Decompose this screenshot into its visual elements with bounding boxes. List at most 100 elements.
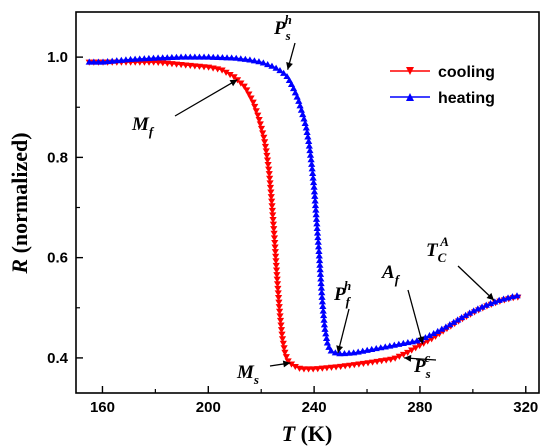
data-point-cooling [309,366,317,373]
data-point-heating [276,67,284,74]
data-point-heating [320,316,328,323]
data-point-heating [310,183,318,190]
data-point-heating [305,142,313,149]
data-point-heating [313,229,322,236]
data-point-heating [228,54,236,61]
data-point-cooling [273,272,281,279]
legend-marker-cooling [406,67,414,75]
data-point-heating [259,59,267,66]
data-point-cooling [276,313,284,320]
data-point-heating [513,292,521,299]
data-point-cooling [300,366,308,373]
data-point-heating [200,53,208,60]
data-point-cooling [267,194,275,201]
data-point-heating [317,275,325,282]
data-point-heating [470,307,478,314]
series-layer [85,53,522,373]
data-point-cooling [222,69,230,76]
data-point-heating [321,325,329,332]
data-point-cooling [412,345,420,352]
data-point-cooling [237,80,245,87]
data-point-heating [454,316,462,323]
data-point-heating [250,57,259,64]
annotation-label: Ms [236,362,259,387]
annotation-label: Mf [131,114,155,139]
data-point-heating [177,53,185,60]
data-point-heating [307,156,315,163]
data-point-cooling [355,361,363,368]
data-point-cooling [346,362,354,369]
data-point-heating [318,289,326,296]
data-point-heating [311,192,319,199]
data-point-cooling [278,336,287,343]
data-point-heating [94,58,103,65]
x-tick-label: 160 [90,399,115,416]
data-point-heating [316,270,325,277]
data-point-cooling [271,244,279,251]
annotation-arrowhead [286,61,293,70]
annotation-arrowhead [229,79,238,87]
data-point-cooling [368,359,377,366]
legend-label-cooling: cooling [438,64,495,81]
data-point-heating [319,302,327,310]
data-point-heating [450,318,458,325]
data-point-heating [320,312,328,319]
data-point-heating [317,279,325,287]
data-point-cooling [274,285,282,292]
x-axis-label: T (K) [282,421,333,446]
data-point-heating [300,115,308,122]
data-point-cooling [282,354,290,361]
data-point-heating [486,299,495,307]
data-point-cooling [266,184,275,192]
annotation-Psc: Psc [404,350,437,381]
y-tick-label: 0.4 [47,350,69,367]
data-point-heating [268,62,276,69]
data-point-cooling [269,212,277,219]
annotation-Pfh: Pfh [333,278,352,354]
data-point-cooling [391,355,399,362]
data-point-cooling [247,95,255,102]
data-point-cooling [266,180,274,187]
data-point-heating [318,298,327,305]
data-point-heating [272,64,280,71]
data-point-heating [434,327,442,334]
data-point-cooling [267,189,275,196]
data-point-heating [306,147,314,154]
data-point-cooling [256,121,264,128]
data-point-heating [316,257,324,264]
x-tick-label: 280 [407,399,432,416]
data-point-cooling [275,299,283,306]
data-point-cooling [350,362,358,369]
data-point-heating [191,53,199,60]
data-point-cooling [273,281,282,288]
data-point-heating [491,298,499,305]
data-point-heating [312,206,320,213]
annotation-arrow [174,79,238,117]
data-point-heating [313,224,321,232]
data-point-heating [474,305,482,312]
annotation-Mf: Mf [131,79,238,139]
data-point-cooling [272,262,280,270]
data-point-cooling [337,363,345,371]
annotation-label: Af [381,262,401,287]
data-point-heating [306,151,315,158]
data-point-cooling [276,317,285,325]
data-point-cooling [275,304,283,311]
data-point-cooling [341,363,349,370]
legend-marker-heating [406,93,414,101]
data-point-heating [313,220,321,227]
data-point-cooling [249,99,257,106]
data-point-heating [285,76,293,83]
data-point-heating [299,111,307,118]
data-point-heating [283,72,291,80]
data-point-cooling [269,216,277,224]
y-tick-label: 0.6 [47,250,68,267]
data-point-cooling [260,134,268,141]
data-point-heating [312,211,320,218]
data-point-cooling [263,157,272,164]
data-point-cooling [270,226,278,233]
data-point-cooling [277,327,286,334]
data-point-heating [85,58,93,65]
data-point-cooling [272,258,280,265]
data-point-cooling [240,83,248,90]
